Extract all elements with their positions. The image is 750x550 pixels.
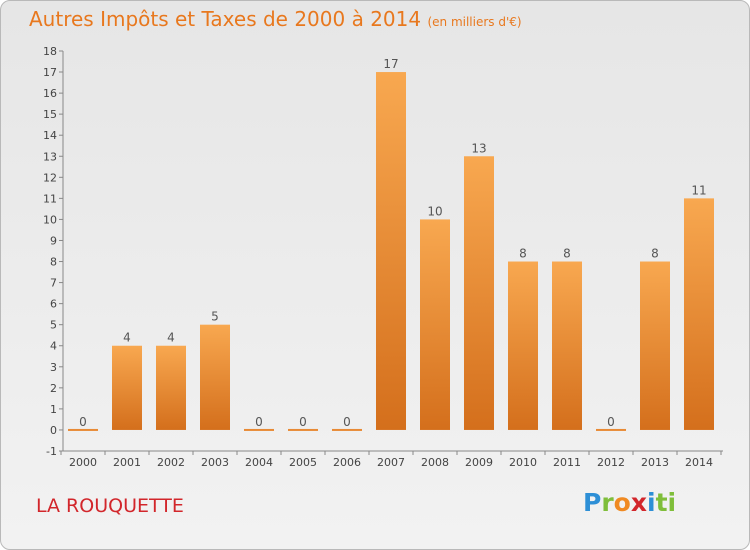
bar bbox=[596, 428, 626, 431]
x-tick-label: 2008 bbox=[421, 456, 449, 469]
x-tick-label: 2012 bbox=[597, 456, 625, 469]
logo-letter: ti bbox=[655, 488, 677, 517]
y-tick-label: 1 bbox=[50, 403, 57, 416]
y-tick-label: 2 bbox=[50, 382, 57, 395]
bar bbox=[200, 324, 230, 430]
x-tick-label: 2006 bbox=[333, 456, 361, 469]
bar-value-label: 17 bbox=[383, 57, 398, 71]
bar-value-label: 4 bbox=[167, 331, 175, 345]
x-tick-label: 2005 bbox=[289, 456, 317, 469]
y-tick-label: 4 bbox=[50, 340, 57, 353]
chart-bars bbox=[68, 72, 714, 431]
bar bbox=[420, 219, 450, 430]
y-tick-label: 13 bbox=[43, 150, 57, 163]
y-tick-label: 12 bbox=[43, 171, 57, 184]
bar-value-label: 8 bbox=[519, 247, 527, 261]
x-tick-label: 2011 bbox=[553, 456, 581, 469]
bar bbox=[332, 428, 362, 431]
y-tick-label: 15 bbox=[43, 108, 57, 121]
x-tick-label: 2009 bbox=[465, 456, 493, 469]
logo-letter: P bbox=[583, 488, 602, 517]
bar bbox=[508, 261, 538, 430]
proxiti-logo: Proxiti bbox=[583, 488, 676, 517]
y-tick-label: 8 bbox=[50, 256, 57, 269]
bar bbox=[464, 156, 494, 430]
bar-value-label: 0 bbox=[607, 415, 615, 429]
bar-value-label: 5 bbox=[211, 310, 219, 324]
x-tick-label: 2002 bbox=[157, 456, 185, 469]
y-tick-label: 16 bbox=[43, 87, 57, 100]
chart-title-text: Autres Impôts et Taxes de 2000 à 2014 bbox=[29, 7, 422, 31]
bar bbox=[244, 428, 274, 431]
bar bbox=[288, 428, 318, 431]
y-tick-label: 11 bbox=[43, 192, 57, 205]
x-tick-label: 2014 bbox=[685, 456, 713, 469]
chart-unit: (en milliers d'€) bbox=[427, 15, 522, 29]
y-tick-label: 10 bbox=[43, 213, 57, 226]
x-tick-label: 2007 bbox=[377, 456, 405, 469]
bar-value-label: 13 bbox=[471, 141, 486, 155]
y-tick-label: 14 bbox=[43, 129, 57, 142]
x-tick-label: 2010 bbox=[509, 456, 537, 469]
bar-value-label: 11 bbox=[691, 183, 706, 197]
x-tick-label: 2013 bbox=[641, 456, 669, 469]
logo-letter: o bbox=[613, 488, 631, 517]
y-tick-label: 18 bbox=[43, 45, 57, 58]
y-tick-label: 9 bbox=[50, 234, 57, 247]
chart-data-labels: 0 4 4 5 0 0 0 17 10 13 8 8 0 8 11 bbox=[79, 57, 706, 429]
city-name: LA ROUQUETTE bbox=[36, 495, 184, 517]
bar-value-label: 8 bbox=[563, 247, 571, 261]
x-tick-label: 2001 bbox=[113, 456, 141, 469]
bar-value-label: 0 bbox=[343, 415, 351, 429]
logo-letter: r bbox=[601, 488, 614, 517]
logo-letter: i bbox=[647, 488, 656, 517]
bar-value-label: 0 bbox=[79, 415, 87, 429]
chart-title: Autres Impôts et Taxes de 2000 à 2014 (e… bbox=[29, 7, 522, 31]
bar-value-label: 0 bbox=[299, 415, 307, 429]
y-tick-label: 17 bbox=[43, 66, 57, 79]
bar bbox=[640, 261, 670, 430]
bar-value-label: 8 bbox=[651, 247, 659, 261]
x-tick-label: 2004 bbox=[245, 456, 273, 469]
bar bbox=[112, 345, 142, 430]
x-tick-label: 2003 bbox=[201, 456, 229, 469]
bar bbox=[156, 345, 186, 430]
x-tick-label: 2000 bbox=[69, 456, 97, 469]
logo-letter: x bbox=[630, 488, 647, 517]
y-tick-label: 0 bbox=[50, 424, 57, 437]
y-tick-label: 6 bbox=[50, 298, 57, 311]
y-tick-label: 7 bbox=[50, 277, 57, 290]
bar bbox=[552, 261, 582, 430]
bar-value-label: 10 bbox=[427, 204, 442, 218]
y-tick-label: 3 bbox=[50, 361, 57, 374]
y-tick-label: -1 bbox=[46, 445, 57, 458]
bar bbox=[684, 198, 714, 430]
bar-value-label: 0 bbox=[255, 415, 263, 429]
bar bbox=[376, 72, 406, 430]
bar bbox=[68, 428, 98, 431]
bar-value-label: 4 bbox=[123, 331, 131, 345]
y-tick-label: 5 bbox=[50, 319, 57, 332]
